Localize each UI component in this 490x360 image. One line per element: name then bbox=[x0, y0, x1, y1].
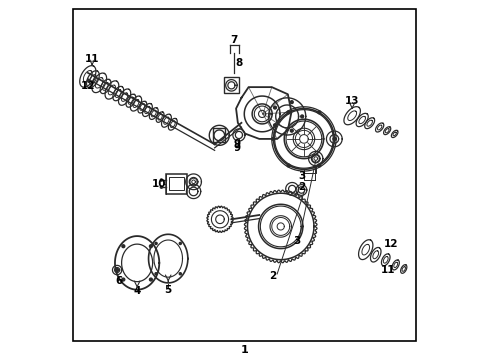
Polygon shape bbox=[155, 273, 157, 275]
Text: 10: 10 bbox=[152, 179, 167, 189]
Polygon shape bbox=[318, 111, 321, 114]
Polygon shape bbox=[116, 269, 119, 271]
Text: 12: 12 bbox=[384, 239, 399, 249]
Text: 1: 1 bbox=[241, 345, 249, 355]
Text: 2: 2 bbox=[298, 182, 305, 192]
Polygon shape bbox=[301, 115, 304, 118]
Text: 5: 5 bbox=[165, 285, 172, 295]
Text: 8: 8 bbox=[235, 58, 242, 68]
Text: 12: 12 bbox=[80, 81, 95, 91]
Bar bbox=[224, 77, 239, 93]
Text: 3: 3 bbox=[293, 236, 300, 246]
Bar bbox=[166, 174, 187, 194]
Polygon shape bbox=[273, 124, 276, 127]
Polygon shape bbox=[179, 242, 181, 244]
Polygon shape bbox=[287, 111, 290, 114]
Polygon shape bbox=[160, 186, 163, 188]
Polygon shape bbox=[155, 242, 157, 244]
Text: 11: 11 bbox=[85, 54, 99, 64]
Polygon shape bbox=[160, 179, 163, 181]
Text: 3: 3 bbox=[298, 171, 306, 181]
Text: 6: 6 bbox=[116, 276, 123, 286]
Text: 2: 2 bbox=[269, 271, 276, 282]
Text: 11: 11 bbox=[381, 265, 395, 275]
Polygon shape bbox=[291, 101, 293, 104]
Polygon shape bbox=[291, 129, 293, 132]
Polygon shape bbox=[179, 273, 181, 275]
Polygon shape bbox=[287, 164, 290, 167]
Polygon shape bbox=[273, 106, 276, 109]
Polygon shape bbox=[149, 245, 152, 248]
Text: 13: 13 bbox=[345, 96, 360, 107]
Polygon shape bbox=[122, 278, 125, 281]
Polygon shape bbox=[122, 245, 125, 248]
Text: 9: 9 bbox=[234, 143, 241, 153]
Bar bbox=[169, 177, 184, 190]
Polygon shape bbox=[272, 138, 275, 140]
Polygon shape bbox=[333, 138, 336, 140]
Text: 4: 4 bbox=[133, 286, 141, 296]
Text: 9: 9 bbox=[234, 139, 241, 149]
Text: 7: 7 bbox=[231, 35, 238, 45]
Polygon shape bbox=[149, 278, 152, 281]
Polygon shape bbox=[318, 164, 321, 167]
